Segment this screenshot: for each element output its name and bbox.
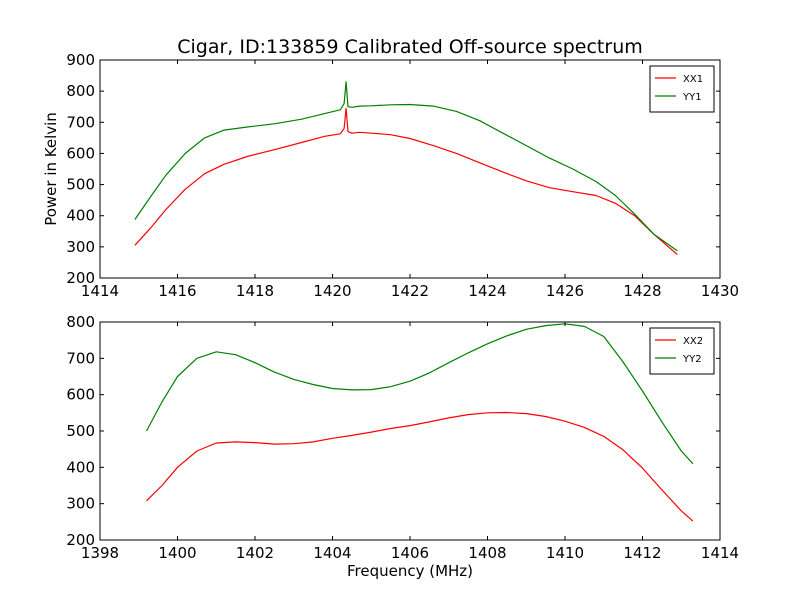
y-tick-label: 500 xyxy=(66,176,95,194)
series-line-xx2 xyxy=(146,411,694,522)
x-tick-label: 1412 xyxy=(623,544,661,562)
x-tick-label: 1410 xyxy=(546,544,584,562)
y-tick-label: 300 xyxy=(66,495,95,513)
x-tick-label: 1414 xyxy=(81,282,119,300)
legend-label-xx1: XX1 xyxy=(683,74,703,85)
legend-label-yy2: YY2 xyxy=(682,354,702,365)
x-tick-label: 1402 xyxy=(236,544,274,562)
y-tick-label: 800 xyxy=(66,82,95,100)
series-line-xx1 xyxy=(134,107,678,256)
x-tick-label: 1398 xyxy=(81,544,119,562)
x-tick-label: 1408 xyxy=(468,544,506,562)
x-tick-label: 1406 xyxy=(391,544,429,562)
y-tick-label: 400 xyxy=(66,458,95,476)
x-tick-label: 1416 xyxy=(158,282,196,300)
y-tick-label: 200 xyxy=(66,531,95,549)
y-tick-label: 400 xyxy=(66,207,95,225)
y-tick-label: 900 xyxy=(66,51,95,69)
x-tick-label: 1428 xyxy=(623,282,661,300)
y-tick-label: 200 xyxy=(66,269,95,287)
y-tick-label: 700 xyxy=(66,113,95,131)
top-plot: 1414 1416 1418 1420 1422 1424 1426 1428 1430 200 3… xyxy=(42,51,739,300)
y-tick-label: 800 xyxy=(66,313,95,331)
bottom-plot: 1398 1400 1402 1404 1406 1408 1410 1412 1414 200 3… xyxy=(66,313,739,580)
y-tick-label: 700 xyxy=(66,349,95,367)
x-tick-label: 1422 xyxy=(391,282,429,300)
legend-box xyxy=(649,327,715,375)
y-tick-label: 300 xyxy=(66,238,95,256)
y-tick-label: 600 xyxy=(66,386,95,404)
y-tick-label: 500 xyxy=(66,422,95,440)
x-axis-label: Frequency (MHz) xyxy=(347,562,473,580)
x-tick-label: 1400 xyxy=(158,544,196,562)
chart-title: Cigar, ID:133859 Calibrated Off-source s… xyxy=(177,36,643,58)
legend-label-xx2: XX2 xyxy=(683,336,703,347)
x-tick-label: 1414 xyxy=(701,544,739,562)
series-line-yy2 xyxy=(145,323,694,465)
legend-label-yy1: YY1 xyxy=(682,92,702,103)
y-axis-label: Power in Kelvin xyxy=(42,112,60,226)
x-tick-label: 1404 xyxy=(313,544,351,562)
x-tick-label: 1424 xyxy=(468,282,506,300)
legend-box xyxy=(649,65,715,113)
x-tick-label: 1418 xyxy=(236,282,274,300)
x-tick-label: 1426 xyxy=(546,282,584,300)
x-tick-label: 1430 xyxy=(701,282,739,300)
x-tick-label: 1420 xyxy=(313,282,351,300)
series-line-yy1 xyxy=(134,81,678,252)
y-tick-label: 600 xyxy=(66,144,95,162)
